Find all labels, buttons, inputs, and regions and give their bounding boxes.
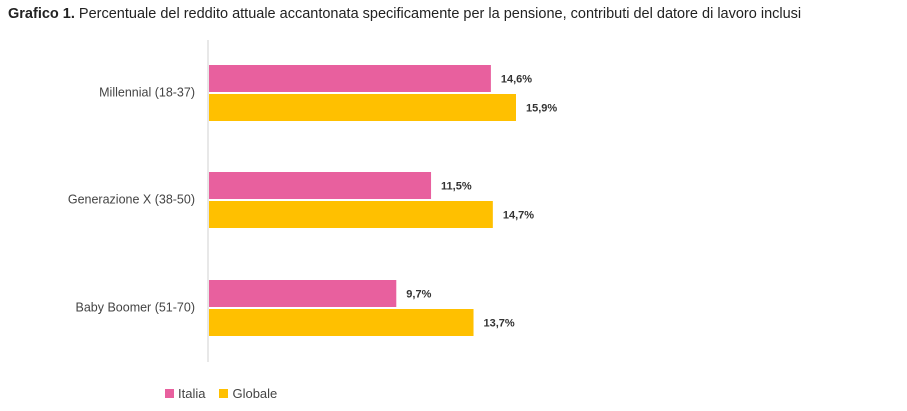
legend-label-globale: Globale — [232, 386, 278, 401]
bars-layer — [209, 65, 516, 336]
value-label-globale-generazione-x-38-50: 14,7% — [503, 209, 534, 221]
legend-label-italia: Italia — [178, 386, 206, 401]
value-label-italia-generazione-x-38-50: 11,5% — [441, 180, 472, 192]
bar-italia-baby-boomer-51-70 — [209, 280, 397, 307]
value-label-globale-baby-boomer-51-70: 13,7% — [484, 317, 515, 329]
labels-layer: Millennial (18-37) 14,6% 15,9% Generazione … — [68, 73, 558, 329]
category-label-generazione-x-38-50: Generazione X (38-50) — [68, 192, 195, 206]
legend-swatch-globale — [219, 389, 229, 398]
legend-item-globale: Globale — [219, 386, 277, 401]
bar-globale-millennial-18-37 — [209, 94, 516, 121]
bar-globale-generazione-x-38-50 — [209, 201, 493, 228]
legend-swatch-italia — [165, 389, 174, 398]
legend-item-italia: Italia — [165, 386, 205, 401]
bar-globale-baby-boomer-51-70 — [209, 309, 474, 336]
value-label-globale-millennial-18-37: 15,9% — [526, 102, 557, 114]
category-label-baby-boomer-51-70: Baby Boomer (51-70) — [75, 300, 195, 314]
bar-italia-generazione-x-38-50 — [209, 172, 432, 199]
legend: Italia Globale — [165, 386, 291, 401]
category-label-millennial-18-37: Millennial (18-37) — [99, 85, 195, 99]
chart-title-text: Percentuale del reddito attuale accanton… — [78, 6, 802, 22]
value-label-italia-millennial-18-37: 14,6% — [501, 73, 532, 85]
value-label-italia-baby-boomer-51-70: 9,7% — [406, 288, 431, 300]
bar-italia-millennial-18-37 — [209, 65, 491, 92]
chart-title-label: Grafico 1. — [8, 6, 75, 22]
chart-title: Grafico 1. Percentuale del reddito attua… — [8, 6, 903, 22]
